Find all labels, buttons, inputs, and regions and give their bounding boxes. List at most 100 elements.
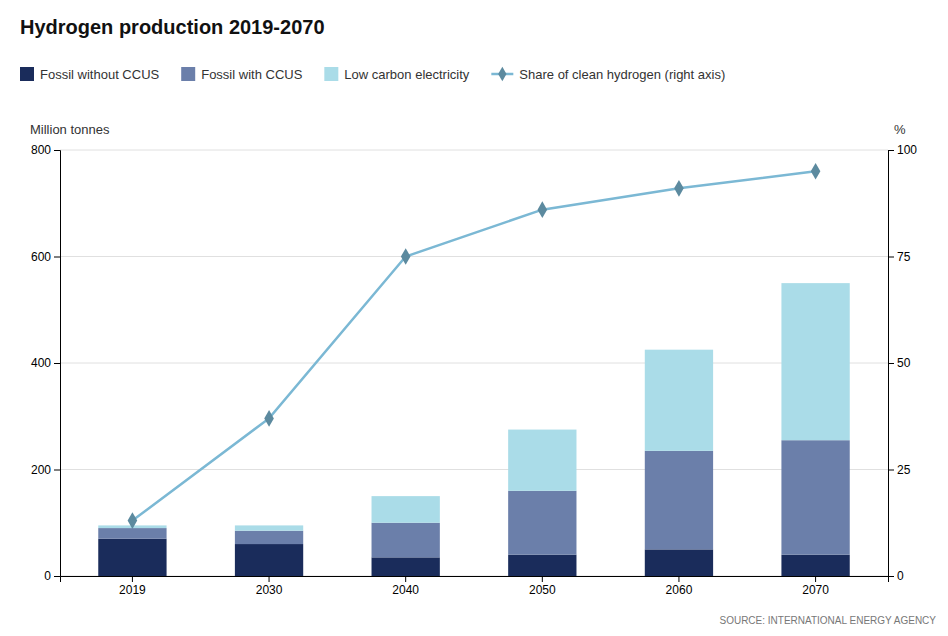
tick-label: 0 (897, 569, 904, 583)
tick-mark (888, 363, 894, 364)
legend-label: Fossil with CCUS (201, 67, 302, 82)
bar (508, 430, 576, 491)
tick-label: 400 (31, 356, 51, 370)
legend-item: Low carbon electricity (324, 67, 469, 82)
legend-item: Fossil without CCUS (20, 67, 160, 82)
tick: 0 (44, 569, 60, 583)
chart: Hydrogen production 2019-2070 2019 2030 204… (0, 0, 948, 636)
tick-mark (269, 576, 270, 582)
tick: 100 (888, 143, 917, 157)
line (132, 171, 815, 520)
tick-mark (888, 257, 894, 258)
bar (372, 523, 440, 558)
tick: 50 (888, 356, 911, 370)
bar (235, 544, 303, 576)
tick-mark (888, 150, 894, 151)
axis-line (889, 151, 895, 577)
tick-label: 2070 (802, 583, 829, 597)
tick-label: 75 (897, 250, 911, 264)
marker (128, 512, 138, 529)
marker (538, 201, 548, 218)
tick: 2019 (119, 576, 146, 597)
tick: 0 (888, 569, 904, 583)
tick-label: 200 (31, 463, 51, 477)
grid (60, 150, 888, 576)
tick-label: 2050 (529, 583, 556, 597)
tick-mark (54, 576, 60, 577)
marker (811, 163, 821, 180)
tick-mark (678, 576, 679, 582)
bar (781, 283, 849, 440)
tick: 75 (888, 250, 911, 264)
bar-series (98, 440, 849, 557)
tick-label: 2030 (256, 583, 283, 597)
bar (372, 557, 440, 576)
tick-label: 25 (897, 463, 911, 477)
bar (98, 539, 166, 576)
bar (235, 531, 303, 544)
tick: 2050 (529, 576, 556, 597)
tick-mark (542, 576, 543, 582)
y-axis: 0 200 400 600 800 (31, 143, 61, 583)
legend-swatch (20, 67, 34, 81)
bar (235, 525, 303, 530)
tick: 200 (31, 463, 60, 477)
axis-line (54, 151, 61, 577)
tick-mark (54, 470, 60, 471)
marker (264, 410, 274, 427)
tick: 2060 (666, 576, 693, 597)
tick-label: 2060 (666, 583, 693, 597)
grid-line (60, 150, 888, 151)
grid-line (60, 469, 888, 470)
tick-label: 600 (31, 250, 51, 264)
tick-label: 2019 (119, 583, 146, 597)
y2-axis-label: % (894, 122, 906, 137)
bar (781, 440, 849, 554)
tick-label: 0 (44, 569, 51, 583)
tick-mark (54, 150, 60, 151)
tick-mark (815, 576, 816, 582)
tick-label: 2040 (392, 583, 419, 597)
bar (372, 496, 440, 523)
tick: 600 (31, 250, 60, 264)
legend-label: Share of clean hydrogen (right axis) (519, 67, 725, 82)
legend-swatch (324, 67, 338, 81)
tick-mark (888, 576, 894, 577)
legend-swatch (498, 67, 506, 81)
bar-series (98, 283, 849, 531)
bar (508, 555, 576, 576)
marks (98, 163, 849, 576)
marker (401, 248, 411, 265)
tick: 2040 (392, 576, 419, 597)
tick: 2070 (802, 576, 829, 597)
grid-line (60, 363, 888, 364)
source: SOURCE: INTERNATIONAL ENERGY AGENCY (719, 615, 936, 626)
x-axis: 2019 2030 2040 2050 2060 2070 (61, 576, 889, 597)
y2-axis: 0 25 50 75 100 (888, 143, 917, 583)
bar (645, 350, 713, 451)
title: Hydrogen production 2019-2070 (20, 16, 325, 38)
tick-mark (54, 363, 60, 364)
tick-mark (405, 576, 406, 582)
bar (781, 555, 849, 576)
tick-label: 50 (897, 356, 911, 370)
bar (508, 491, 576, 555)
legend-swatch (181, 67, 195, 81)
marker (674, 180, 684, 197)
tick-mark (132, 576, 133, 582)
grid-line (60, 256, 888, 257)
tick: 400 (31, 356, 60, 370)
axis-line (61, 577, 889, 583)
legend-label: Fossil without CCUS (40, 67, 160, 82)
legend-item: Share of clean hydrogen (right axis) (491, 67, 725, 82)
tick-mark (888, 470, 894, 471)
legend: Fossil without CCUS Fossil with CCUS Low c… (20, 67, 725, 82)
legend-label: Low carbon electricity (344, 67, 469, 82)
tick-label: 100 (897, 143, 917, 157)
bar-series (98, 539, 849, 576)
legend-item: Fossil with CCUS (181, 67, 302, 82)
bar (645, 549, 713, 576)
tick: 800 (31, 143, 60, 157)
tick-label: 800 (31, 143, 51, 157)
tick: 25 (888, 463, 911, 477)
